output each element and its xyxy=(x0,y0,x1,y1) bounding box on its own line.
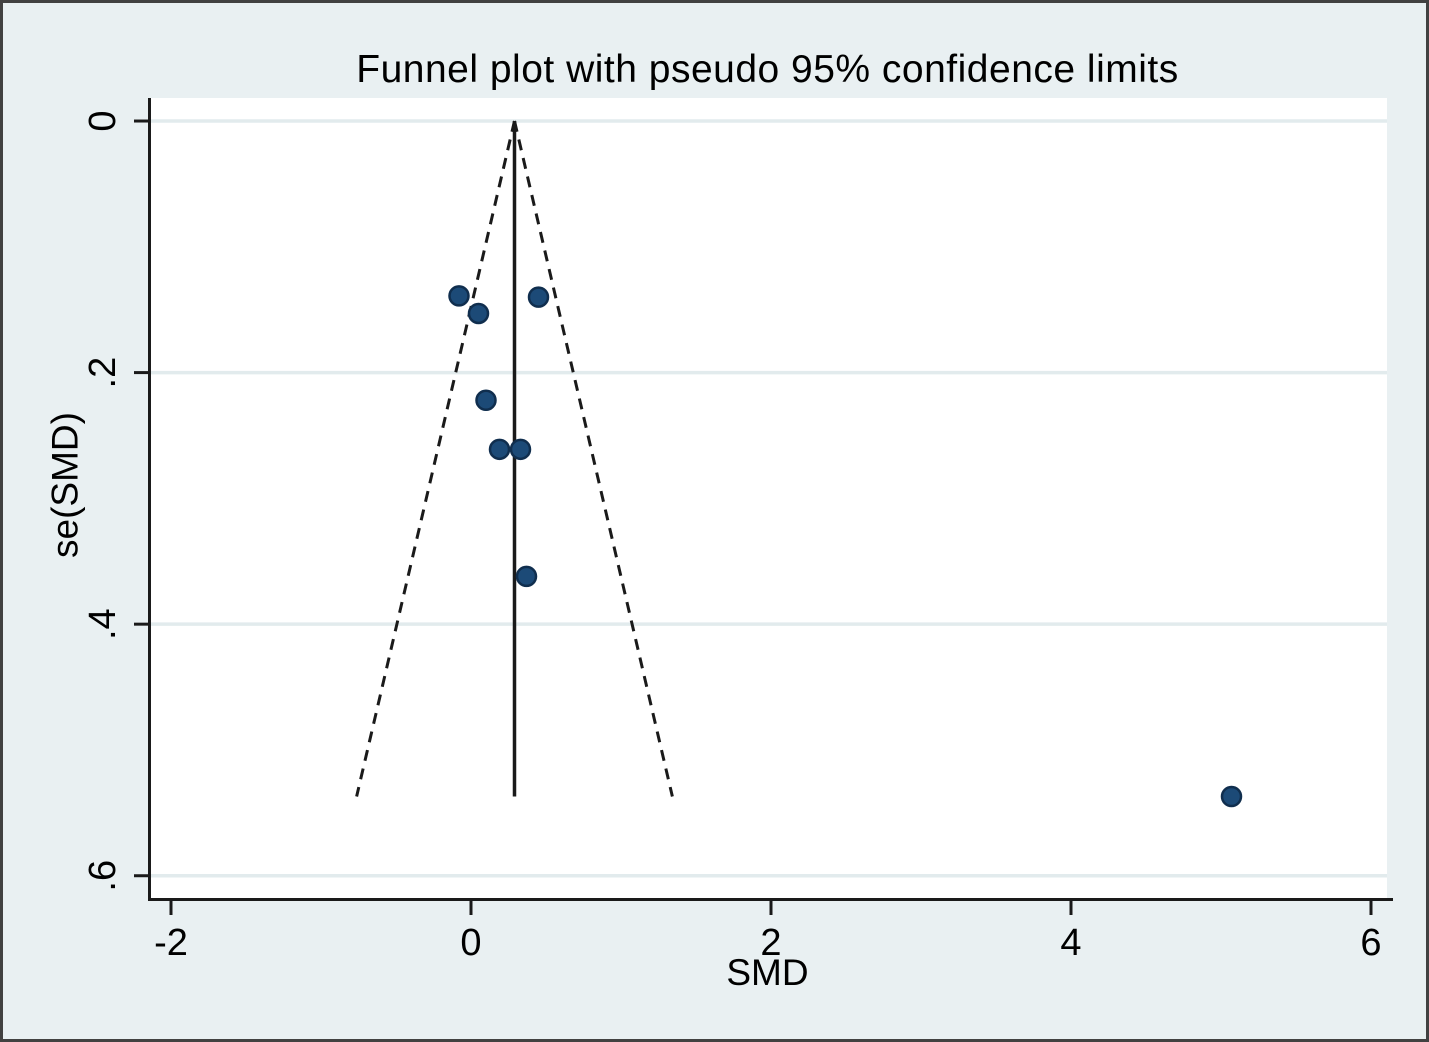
plot-area xyxy=(151,98,1387,898)
x-tick-label-2: 2 xyxy=(760,922,781,964)
y-tick-label-0: 0 xyxy=(82,110,124,131)
pseudo-ci-right-line xyxy=(513,120,674,797)
y-tick-label-.6: .6 xyxy=(82,860,124,892)
x-tick-label--2: -2 xyxy=(154,922,188,964)
study-point-7 xyxy=(515,565,538,588)
y-tick-label-.2: .2 xyxy=(82,357,124,389)
x-tick-label-6: 6 xyxy=(1360,922,1381,964)
y-tick-label-.4: .4 xyxy=(82,608,124,640)
x-tick-label-0: 0 xyxy=(460,922,481,964)
study-point-2 xyxy=(467,302,490,325)
study-point-4 xyxy=(475,389,497,412)
funnel-plot-canvas: -2 0 2 4 6 0 .2 .4 .6 xyxy=(82,98,1393,964)
study-point-1 xyxy=(448,285,470,307)
study-point-3 xyxy=(527,286,550,308)
study-point-5 xyxy=(488,438,511,461)
study-point-6 xyxy=(509,438,532,461)
study-point-8 xyxy=(1220,785,1243,808)
pseudo-ci-left-line xyxy=(355,120,516,797)
x-tick-label-4: 4 xyxy=(1060,922,1081,964)
